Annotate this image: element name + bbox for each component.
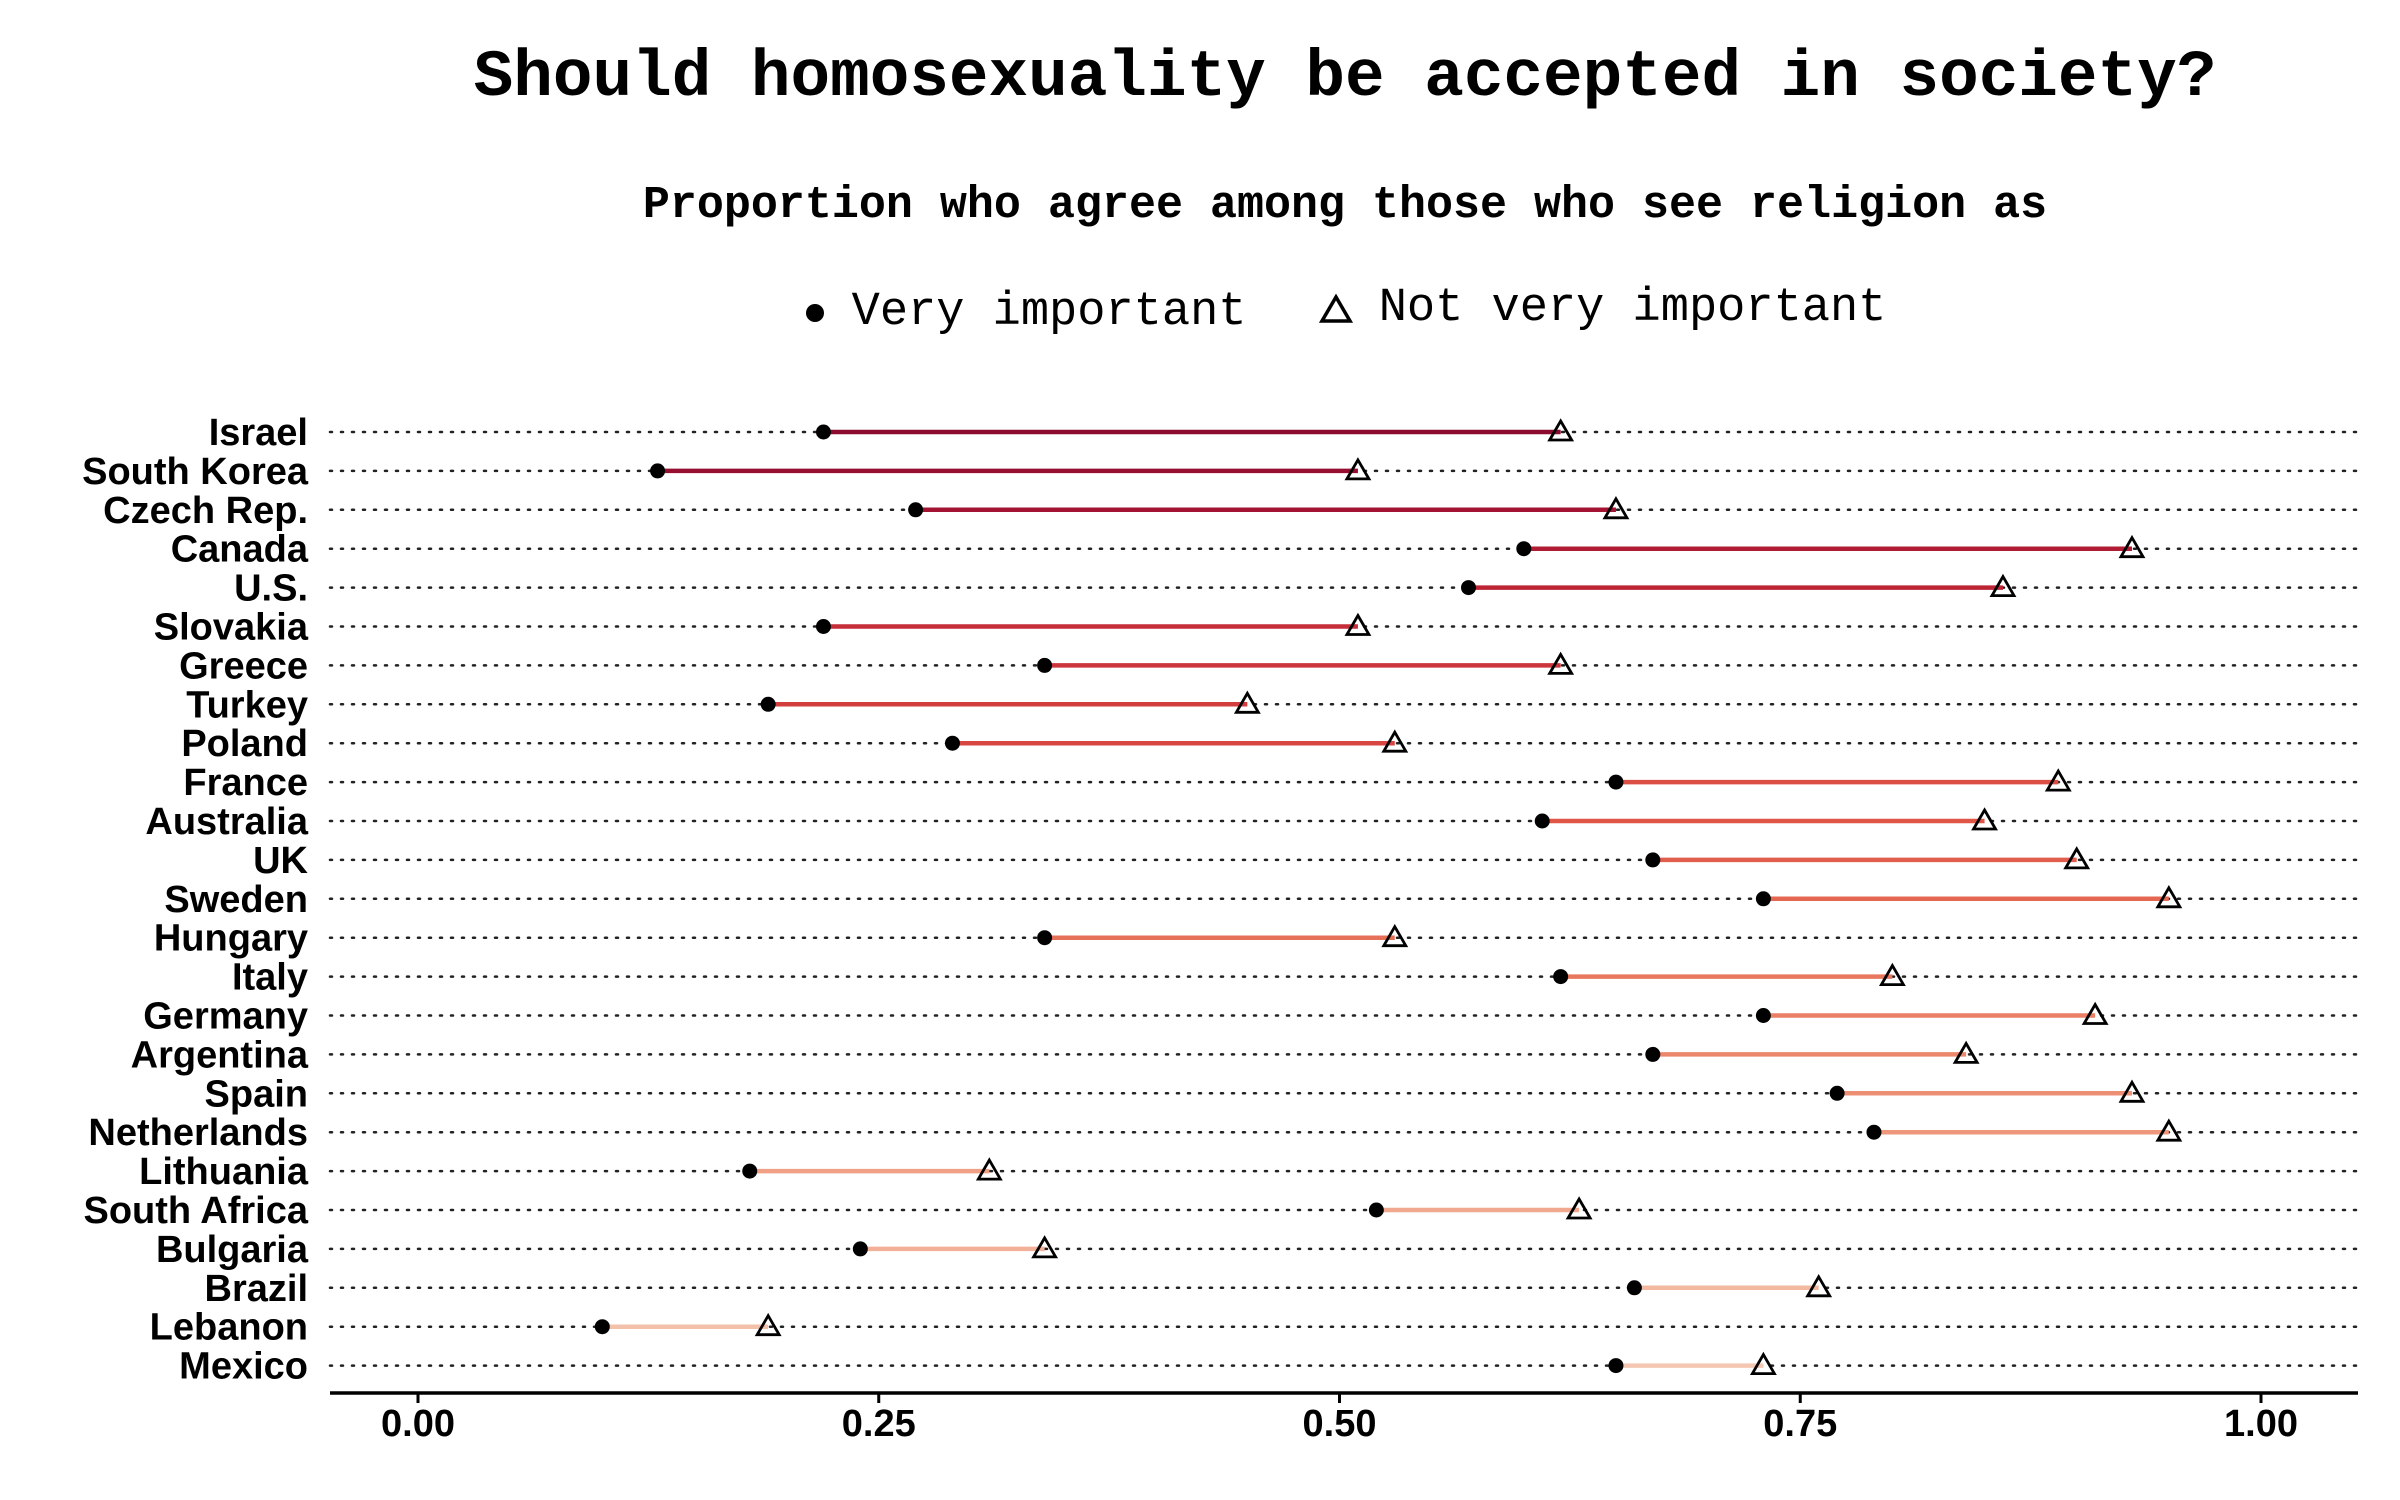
- point-very-important: [1553, 969, 1569, 985]
- point-not-very-important: [1971, 807, 1998, 831]
- point-not-very-important: [2044, 768, 2072, 792]
- point-not-very-important: [1952, 1040, 1980, 1064]
- y-tick-label: Lebanon: [150, 1307, 308, 1349]
- point-very-important: [908, 502, 924, 518]
- legend-item-very-important: Very important: [804, 286, 1247, 339]
- y-tick-label: Sweden: [164, 879, 308, 921]
- point-very-important: [1829, 1085, 1845, 1101]
- y-tick-label: South Korea: [82, 451, 309, 493]
- point-not-very-important: [754, 1312, 782, 1337]
- chart-subtitle: Proportion who agree among those who see…: [642, 180, 2048, 231]
- y-tick-label: Brazil: [205, 1268, 308, 1310]
- point-not-very-important: [1547, 418, 1575, 442]
- y-tick-label: Italy: [232, 957, 308, 999]
- y-tick-label: Argentina: [131, 1034, 309, 1076]
- point-very-important: [1368, 1202, 1384, 1218]
- y-tick-label: Hungary: [154, 918, 308, 960]
- legend-item-not-very-important: Not very important: [1318, 282, 1887, 335]
- y-tick-label: Spain: [205, 1073, 308, 1115]
- point-very-important: [650, 463, 666, 479]
- point-not-very-important: [2118, 1079, 2146, 1103]
- point-very-important: [760, 696, 776, 712]
- point-not-very-important: [975, 1157, 1003, 1181]
- point-very-important: [815, 619, 831, 634]
- legend-label-very-important: Very important: [851, 286, 1247, 339]
- point-not-very-important: [1878, 962, 1906, 986]
- point-very-important: [1645, 852, 1661, 868]
- y-tick-label: France: [183, 762, 308, 804]
- x-tick-label: 1.00: [2224, 1403, 2298, 1445]
- point-not-very-important: [2063, 846, 2091, 870]
- point-very-important: [1037, 930, 1053, 946]
- point-not-very-important: [2155, 1118, 2183, 1142]
- point-not-very-important: [1233, 690, 1261, 714]
- point-not-very-important: [1344, 457, 1372, 481]
- point-not-very-important: [1381, 729, 1409, 753]
- point-very-important: [1461, 580, 1477, 596]
- x-tick-label: 0.00: [381, 1403, 455, 1445]
- point-very-important: [594, 1319, 610, 1335]
- y-tick-label: Lithuania: [139, 1151, 309, 1193]
- filled-circle-icon: [805, 303, 824, 322]
- x-tick-label: 0.25: [842, 1403, 916, 1445]
- y-tick-label: Poland: [181, 723, 308, 765]
- point-not-very-important: [1805, 1274, 1833, 1298]
- point-not-very-important: [1547, 651, 1575, 675]
- point-very-important: [1534, 813, 1550, 829]
- open-triangle-icon: [1318, 293, 1353, 323]
- point-very-important: [1866, 1124, 1882, 1140]
- y-tick-label: Greece: [179, 645, 308, 687]
- point-not-very-important: [2081, 1001, 2109, 1025]
- point-very-important: [1626, 1280, 1642, 1296]
- y-tick-label: South Africa: [84, 1190, 309, 1232]
- point-very-important: [1645, 1046, 1661, 1062]
- y-tick-label: Bulgaria: [156, 1229, 309, 1271]
- legend-label-not-very-important: Not very important: [1378, 282, 1887, 335]
- y-tick-label: Slovakia: [154, 607, 309, 649]
- legend: Very important Not very important: [330, 282, 2360, 339]
- point-not-very-important: [2118, 534, 2146, 559]
- y-tick-label: UK: [253, 840, 308, 882]
- point-not-very-important: [1381, 923, 1409, 948]
- point-not-very-important: [1989, 573, 2017, 597]
- point-not-very-important: [1602, 496, 1630, 520]
- x-tick-label: 0.50: [1303, 1403, 1377, 1445]
- y-tick-label: Australia: [145, 801, 308, 843]
- y-tick-label: Czech Rep.: [103, 490, 308, 532]
- point-very-important: [1516, 541, 1532, 557]
- y-tick-label: Turkey: [186, 684, 308, 726]
- chart-title: Should homosexuality be accepted in soci…: [473, 40, 2217, 115]
- point-very-important: [742, 1163, 758, 1179]
- point-not-very-important: [1031, 1235, 1059, 1259]
- y-tick-label: Canada: [171, 529, 309, 571]
- y-tick-label: Germany: [143, 996, 308, 1038]
- point-very-important: [1037, 657, 1053, 673]
- point-very-important: [1755, 891, 1771, 907]
- x-tick-label: 0.75: [1763, 1403, 1837, 1445]
- y-tick-label: Israel: [209, 412, 308, 454]
- point-not-very-important: [2155, 885, 2183, 909]
- point-very-important: [1755, 1008, 1771, 1023]
- y-tick-label: Netherlands: [88, 1112, 308, 1154]
- point-not-very-important: [1565, 1196, 1593, 1220]
- y-tick-label: Mexico: [179, 1346, 308, 1388]
- point-very-important: [1608, 774, 1624, 790]
- point-very-important: [1608, 1358, 1624, 1374]
- point-very-important: [815, 424, 831, 440]
- point-very-important: [852, 1241, 868, 1257]
- point-very-important: [944, 735, 960, 751]
- point-not-very-important: [1344, 612, 1372, 636]
- point-not-very-important: [1749, 1351, 1777, 1375]
- y-tick-label: U.S.: [234, 568, 308, 610]
